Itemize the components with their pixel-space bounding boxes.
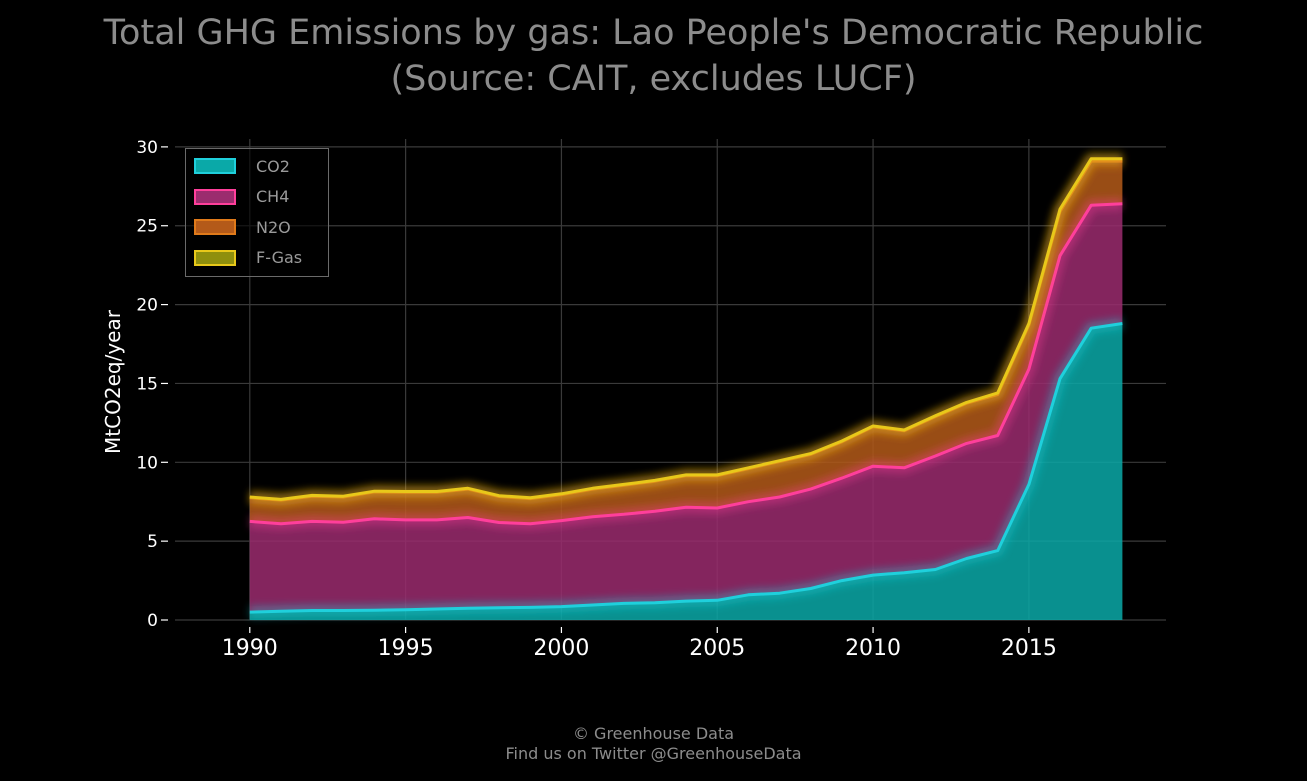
y-tick-label: 10 [136, 453, 158, 473]
legend-label: N2O [256, 217, 291, 237]
y-tick-label: 30 [136, 138, 158, 158]
credit-line2: Find us on Twitter @GreenhouseData [505, 744, 802, 763]
y-axis-label: MtCO2eq/year [101, 309, 125, 454]
footer-credit: © Greenhouse Data Find us on Twitter @Gr… [0, 724, 1307, 764]
x-tick-label: 2000 [533, 636, 589, 661]
line-co2 [249, 322, 1123, 614]
y-tick-label: 5 [147, 532, 158, 552]
x-tick-label: 2010 [845, 636, 901, 661]
legend-swatch [194, 188, 236, 205]
legend-swatch [194, 249, 236, 266]
area-co2 [249, 323, 1123, 620]
legend-swatch [194, 219, 236, 235]
y-tick-label: 15 [136, 374, 158, 394]
x-tick-label: 1990 [222, 636, 278, 661]
chart-legend: CO2 CH4 N2O F-Gas [185, 148, 329, 277]
axes: 0 5 10 15 20 25 30 1990 1995 2000 2005 2010 2015 [136, 138, 1057, 661]
series-lines [249, 152, 1124, 619]
legend-item-ch4: CH4 [194, 187, 289, 207]
y-tick-label: 0 [147, 611, 158, 631]
legend-label: CO2 [256, 156, 290, 176]
legend-item-f-gas: F-Gas [194, 248, 302, 268]
y-tick-label: 20 [136, 296, 158, 316]
legend-item-co2: CO2 [194, 156, 290, 176]
line-ch4 [249, 202, 1123, 526]
x-tick-label: 2015 [1001, 636, 1057, 661]
legend-swatch [194, 158, 236, 174]
legend-label: CH4 [256, 187, 290, 206]
y-tick-label: 25 [136, 217, 158, 237]
x-tick-label: 1995 [378, 636, 434, 661]
legend-item-n2o: N2O [194, 217, 291, 237]
credit-line1: © Greenhouse Data [572, 724, 735, 743]
chart-title-line2: (Source: CAIT, excludes LUCF) [390, 59, 917, 99]
area-ch4 [249, 203, 1123, 613]
chart-title: Total GHG Emissions by gas: Lao People's… [0, 10, 1307, 102]
x-tick-label: 2005 [689, 636, 745, 661]
legend-label: F-Gas [256, 248, 303, 267]
line-f-gas [249, 157, 1123, 501]
chart-title-line1: Total GHG Emissions by gas: Lao People's… [103, 13, 1204, 53]
